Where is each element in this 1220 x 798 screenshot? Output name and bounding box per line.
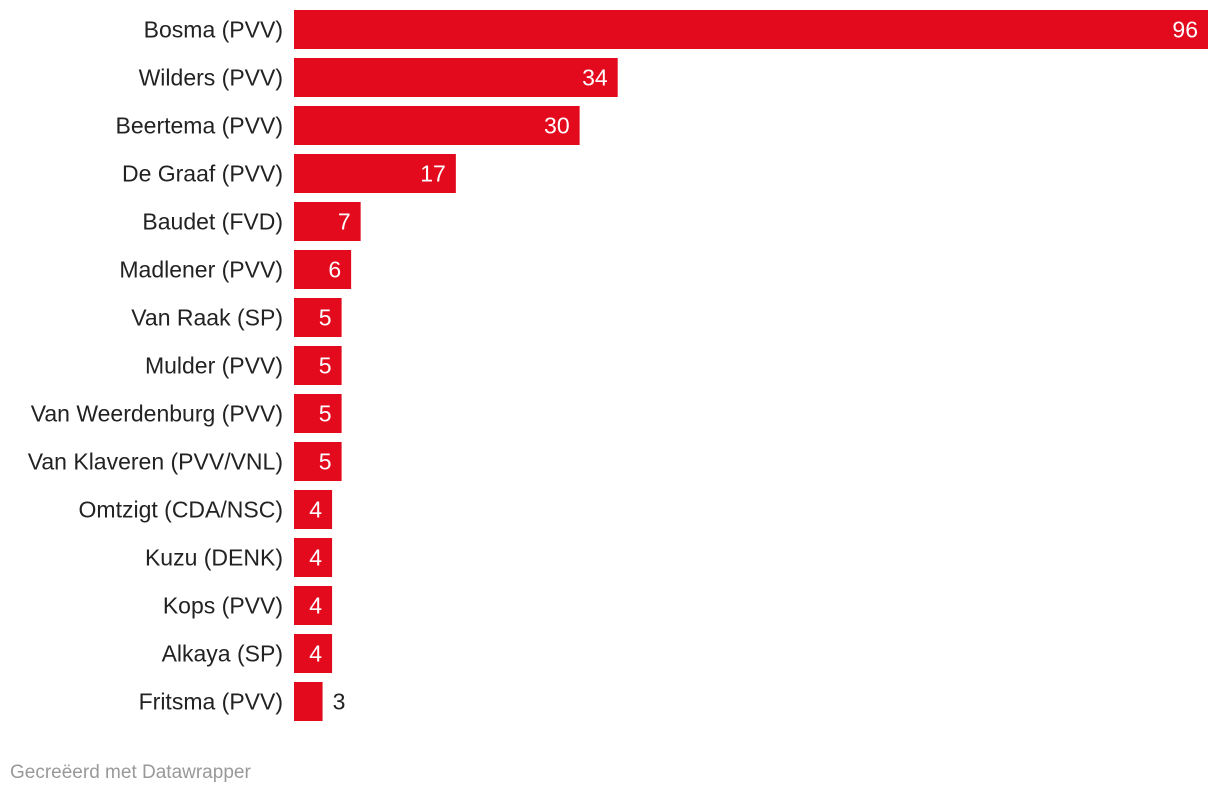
category-label: Van Weerdenburg (PVV) [31, 401, 283, 427]
value-label: 30 [544, 113, 570, 139]
category-label: Madlener (PVV) [119, 257, 283, 283]
category-label: Alkaya (SP) [162, 641, 283, 667]
value-label: 5 [319, 401, 332, 427]
bar [294, 490, 333, 529]
value-label: 3 [333, 689, 346, 715]
bar [294, 634, 333, 673]
category-label: Omtzigt (CDA/NSC) [79, 497, 283, 523]
value-label: 4 [309, 545, 322, 571]
category-label: Kuzu (DENK) [145, 545, 283, 571]
value-label: 5 [319, 449, 332, 475]
bar [294, 10, 1208, 49]
bar [294, 586, 333, 625]
value-label: 4 [309, 497, 322, 523]
value-label: 4 [309, 593, 322, 619]
bar [294, 154, 456, 193]
category-label: Bosma (PVV) [144, 17, 283, 43]
bar [294, 298, 342, 337]
value-label: 4 [309, 641, 322, 667]
value-label: 6 [328, 257, 341, 283]
value-label: 5 [319, 353, 332, 379]
bar [294, 394, 342, 433]
value-label: 5 [319, 305, 332, 331]
category-label: De Graaf (PVV) [122, 161, 283, 187]
footer-credit: Gecreëerd met Datawrapper [10, 762, 251, 783]
bar [294, 250, 352, 289]
bar [294, 106, 580, 145]
bar [294, 538, 333, 577]
value-label: 96 [1172, 17, 1198, 43]
bar [294, 346, 342, 385]
value-label: 34 [582, 65, 608, 91]
category-label: Mulder (PVV) [145, 353, 283, 379]
value-label: 7 [338, 209, 351, 235]
bar [294, 58, 618, 97]
category-label: Beertema (PVV) [116, 113, 283, 139]
bar [294, 202, 361, 241]
category-label: Wilders (PVV) [139, 65, 283, 91]
category-label: Fritsma (PVV) [139, 689, 283, 715]
category-label: Van Raak (SP) [131, 305, 283, 331]
value-label: 17 [420, 161, 446, 187]
category-label: Kops (PVV) [163, 593, 283, 619]
category-label: Van Klaveren (PVV/VNL) [28, 449, 283, 475]
category-label: Baudet (FVD) [142, 209, 283, 235]
bar [294, 682, 323, 721]
bar [294, 442, 342, 481]
